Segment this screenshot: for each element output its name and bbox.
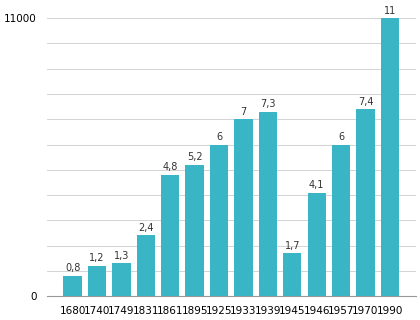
Bar	[259, 112, 277, 296]
Bar	[283, 253, 302, 296]
Text: 7,3: 7,3	[260, 99, 276, 109]
Bar	[234, 119, 252, 296]
Bar	[210, 145, 228, 296]
Bar	[63, 276, 82, 296]
Text: 1,2: 1,2	[89, 253, 105, 263]
Text: 7: 7	[240, 107, 247, 117]
Text: 4,8: 4,8	[163, 162, 178, 172]
Text: 1,3: 1,3	[114, 251, 129, 261]
Text: 7,4: 7,4	[358, 97, 373, 107]
Bar	[356, 109, 375, 296]
Bar	[381, 18, 399, 296]
Text: 11: 11	[384, 6, 396, 16]
Bar	[161, 175, 179, 296]
Bar	[307, 193, 326, 296]
Bar	[88, 266, 106, 296]
Text: 0,8: 0,8	[65, 263, 80, 273]
Text: 1,7: 1,7	[284, 241, 300, 251]
Text: 5,2: 5,2	[187, 152, 202, 162]
Text: 2,4: 2,4	[138, 223, 154, 233]
Bar	[136, 236, 155, 296]
Bar	[186, 165, 204, 296]
Text: 6: 6	[216, 132, 222, 142]
Bar	[332, 145, 350, 296]
Text: 4,1: 4,1	[309, 180, 324, 190]
Text: 6: 6	[338, 132, 344, 142]
Bar	[112, 263, 131, 296]
